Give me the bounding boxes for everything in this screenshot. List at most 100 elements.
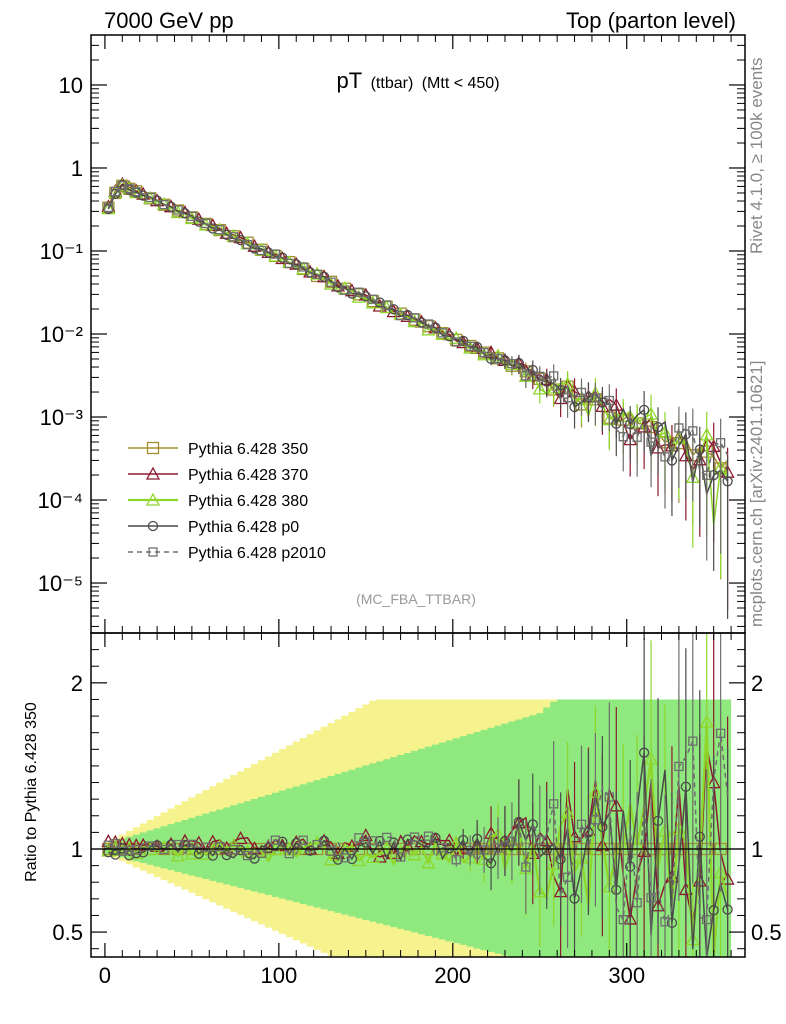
main-point-4-14 [201,218,211,229]
main-point-4-66 [562,393,573,403]
ratio-point-3-43 [402,834,413,845]
main-point-4-46 [423,319,434,329]
main-point-2-54 [477,347,492,361]
main-point-4-18 [228,232,239,242]
ratio-point-4-80 [660,917,670,927]
ratio-point-3-77 [638,747,650,758]
rtick-label-left-1: 1 [71,837,83,862]
ratio-point-3-53 [471,833,483,844]
ratio-point-3-15 [207,850,218,861]
ratio-point-3-71 [597,821,608,832]
ratio-point-4-34 [340,853,350,863]
main-point-4-6 [145,192,155,203]
header-right: Top (parton level) [566,8,736,33]
legend-marker-4 [148,547,158,557]
ytick-label-2: 10⁻¹ [40,239,83,264]
ratio-point-4-68 [576,819,587,829]
ratio-point-3-61 [527,819,538,830]
main-point-4-58 [507,359,517,369]
main-point-4-42 [395,310,406,321]
legend-label-4: Pythia 6.428 p2010 [188,545,326,562]
main-point-3-61 [527,364,538,376]
main-point-4-8 [159,199,169,210]
main-point-4-72 [604,395,614,406]
ratio-point-4-66 [562,872,573,882]
main-point-3-45 [416,317,427,328]
ratio-point-4-46 [423,831,434,841]
main-point-2-1 [108,184,123,198]
ratio-line-3 [108,752,729,958]
ratio-point-4-38 [368,836,378,846]
ratio-point-4-20 [242,850,253,861]
main-point-4-68 [576,387,587,398]
ratio-point-3-27 [291,837,302,849]
main-point-4-40 [382,300,392,310]
main-point-4-22 [256,245,267,256]
ytick-label-0: 10 [59,73,83,98]
main-point-3-63 [541,376,552,387]
ratio-point-3-47 [430,832,441,843]
main-point-3-13 [193,216,204,227]
ratio-point-4-52 [465,845,475,855]
ytick-label-1: 1 [71,156,83,181]
xtick-label-0: 0 [99,963,111,988]
ratio-point-4-60 [521,862,531,872]
ratio-ylabel: Ratio to Pythia 6.428 350 [23,702,40,882]
ratio-point-1-35 [344,838,359,852]
main-point-4-3 [124,184,134,194]
main-point-2-28 [296,261,311,275]
legend-marker-3 [147,520,159,532]
main-point-4-56 [493,354,503,364]
ratio-point-4-14 [201,842,211,852]
ratio-point-4-54 [479,845,489,855]
main-point-3-89 [722,476,733,487]
ratio-point-4-72 [604,792,614,802]
main-point-2-78 [643,406,659,420]
xtick-label-3: 300 [608,963,645,988]
rtick-label-right-2: 2 [751,671,763,696]
ratio-point-2-46 [421,855,436,869]
main-point-4-74 [618,432,628,442]
ratio-point-3-21 [249,853,260,864]
ratio-point-3-67 [569,893,580,904]
ratio-point-3-83 [680,781,692,792]
main-point-4-62 [535,371,545,381]
ratio-point-3-17 [221,849,232,861]
main-point-4-16 [215,225,225,235]
ratio-point-3-65 [555,854,566,865]
ytick-label-6: 10⁻⁵ [38,571,83,596]
main-point-3-49 [444,331,455,342]
analysis-tag: (MC_FBA_TTBAR) [356,591,476,607]
main-point-3-29 [305,267,316,278]
ytick-label-4: 10⁻³ [40,405,83,430]
xtick-label-1: 100 [260,963,297,988]
main-point-4-76 [632,432,642,442]
title-cut: (Mtt < 450) [422,75,500,92]
ratio-point-4-86 [702,914,712,925]
ratio-point-2-38 [365,849,380,864]
legend-label-0: Pythia 6.428 350 [188,441,308,458]
rtick-label-right-0: 0.5 [751,920,782,945]
ratio-point-2-16 [212,839,227,853]
ratio-point-4-58 [507,836,517,846]
main-point-4-44 [409,313,420,323]
main-point-4-36 [354,287,364,297]
main-point-4-80 [660,452,670,462]
main-point-4-1 [110,186,121,197]
ratio-point-4-76 [632,898,642,908]
ratio-point-3-85 [694,831,705,842]
ratio-point-4-32 [326,846,336,856]
main-point-4-50 [451,337,461,347]
main-point-3-43 [402,309,413,321]
ratio-point-3-75 [625,861,636,872]
ratio-point-2-78 [643,751,659,765]
main-point-4-48 [437,328,448,338]
main-point-3-87 [708,469,719,481]
main-point-4-86 [702,470,712,480]
main-point-3-27 [291,259,302,270]
ratio-point-1-43 [400,838,415,852]
ratio-point-4-48 [437,843,448,853]
rivet-label: Rivet 4.1.0, ≥ 100k events [747,58,766,254]
legend-marker-0 [146,441,160,455]
ratio-point-3-81 [666,917,678,929]
